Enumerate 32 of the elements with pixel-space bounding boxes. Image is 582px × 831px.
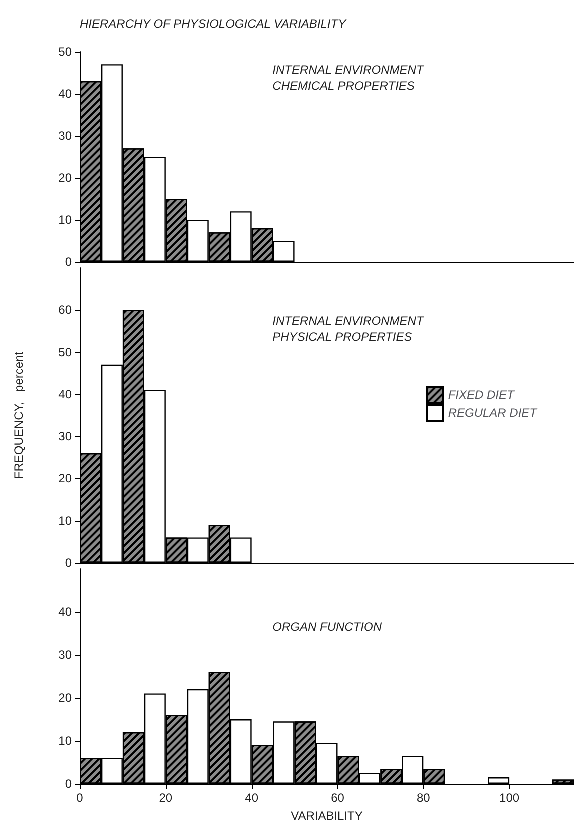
- y-tick-label: 40: [58, 605, 72, 619]
- y-tick-label: 50: [58, 345, 72, 360]
- y-tick-label: 0: [65, 556, 72, 570]
- y-tick-label: 10: [58, 514, 72, 528]
- y-tick-label: 20: [58, 171, 72, 185]
- y-tick-label: 30: [58, 648, 72, 662]
- annotation: ORGAN FUNCTION: [272, 620, 382, 634]
- y-tick-label: 0: [65, 777, 72, 791]
- y-tick-label: 20: [58, 691, 72, 705]
- legend-label: REGULAR DIET: [448, 406, 539, 420]
- y-tick-label: 0: [65, 255, 72, 269]
- y-tick-label: 10: [58, 734, 72, 748]
- x-axis-title: VARIABILITY: [291, 809, 363, 823]
- x-tick-label: 20: [159, 791, 173, 805]
- chart-title: HIERARCHY OF PHYSIOLOGICAL VARIABILITY: [80, 17, 348, 31]
- annotation: INTERNAL ENVIRONMENT PHYSICAL PROPERTIES: [272, 314, 426, 344]
- annotation: INTERNAL ENVIRONMENT CHEMICAL PROPERTIES: [272, 63, 426, 93]
- x-tick-label: 80: [416, 791, 431, 805]
- x-tick-label: 60: [331, 791, 345, 805]
- y-axis-title: FREQUENCY, percent: [12, 351, 26, 480]
- x-tick-label: 40: [245, 791, 259, 805]
- x-tick-label: 0: [76, 791, 84, 805]
- y-tick-label: 30: [58, 129, 72, 143]
- y-tick-label: 30: [58, 430, 72, 444]
- y-tick-label: 10: [58, 213, 72, 227]
- y-tick-label: 40: [58, 387, 72, 402]
- legend-label: FIXED DIET: [448, 388, 516, 402]
- y-tick-label: 20: [58, 472, 72, 486]
- y-tick-label: 60: [58, 303, 72, 318]
- y-tick-label: 50: [58, 45, 72, 59]
- x-tick-label: 100: [500, 791, 520, 805]
- y-tick-label: 40: [58, 87, 72, 101]
